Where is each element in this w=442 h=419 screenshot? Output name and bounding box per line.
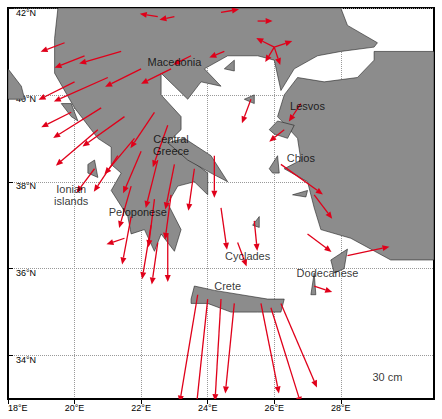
- svg-text:28°E: 28°E: [331, 403, 351, 413]
- svg-text:40°N: 40°N: [16, 94, 37, 105]
- svg-text:Crete: Crete: [214, 280, 241, 292]
- svg-text:Ionian: Ionian: [56, 183, 86, 195]
- svg-text:Peloponese: Peloponese: [109, 206, 167, 218]
- svg-text:Central: Central: [153, 133, 188, 145]
- svg-text:30 cm: 30 cm: [372, 371, 402, 383]
- svg-text:24°E: 24°E: [198, 403, 218, 413]
- svg-text:34°N: 34°N: [16, 355, 36, 365]
- svg-text:18°E: 18°E: [8, 403, 28, 413]
- svg-text:Cyclades: Cyclades: [225, 250, 271, 262]
- svg-text:26°E: 26°E: [264, 403, 284, 413]
- svg-text:Chios: Chios: [287, 152, 316, 164]
- svg-text:Greece: Greece: [153, 145, 189, 157]
- svg-text:Macedonia: Macedonia: [147, 56, 202, 68]
- svg-text:islands: islands: [54, 195, 89, 207]
- svg-text:42°N: 42°N: [16, 8, 36, 18]
- svg-text:38°N: 38°N: [16, 181, 36, 191]
- svg-text:36°N: 36°N: [16, 268, 36, 278]
- svg-text:22°E: 22°E: [131, 403, 151, 413]
- svg-text:Lesvos: Lesvos: [290, 100, 325, 112]
- svg-text:Dodecanese: Dodecanese: [297, 267, 359, 279]
- svg-text:20°E: 20°E: [65, 403, 85, 413]
